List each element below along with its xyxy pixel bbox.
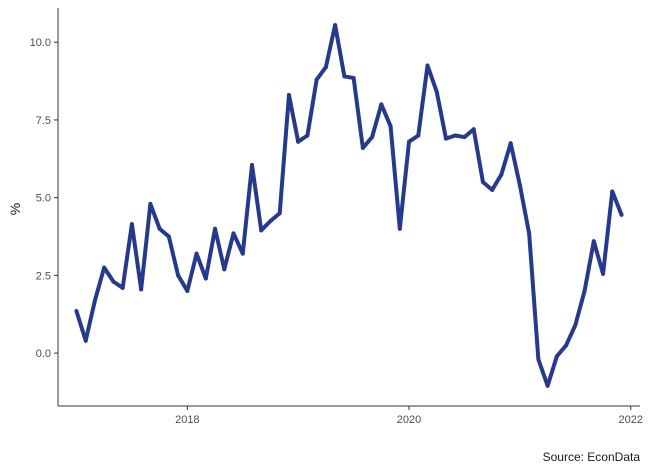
- y-axis-title: %: [7, 203, 23, 215]
- data-point: [517, 183, 522, 188]
- data-point: [102, 265, 107, 270]
- data-point: [222, 267, 227, 272]
- data-point: [259, 228, 264, 233]
- data-point: [444, 136, 448, 141]
- data-point: [554, 354, 559, 359]
- data-point: [527, 231, 532, 236]
- source-caption: Source: EconData: [543, 450, 641, 464]
- y-tick-label: 7.5: [36, 115, 51, 127]
- series-line: [74, 23, 624, 388]
- x-tick-label: 2018: [175, 414, 199, 426]
- data-point: [92, 298, 97, 303]
- data-point: [231, 231, 236, 236]
- data-point: [342, 74, 347, 79]
- data-point: [462, 135, 467, 140]
- data-point: [120, 285, 125, 290]
- data-point: [453, 133, 458, 138]
- data-point: [333, 23, 338, 28]
- data-point: [83, 338, 88, 343]
- x-tick-label: 2022: [619, 414, 643, 426]
- data-points: [74, 23, 624, 388]
- data-point: [360, 145, 365, 150]
- data-point: [471, 127, 476, 132]
- data-point: [277, 211, 282, 216]
- data-point: [573, 323, 578, 328]
- data-point: [305, 133, 310, 138]
- data-point: [314, 77, 319, 82]
- data-point: [490, 187, 495, 192]
- data-point: [296, 139, 301, 144]
- data-point: [582, 288, 587, 293]
- data-point: [268, 218, 273, 223]
- data-point: [591, 239, 596, 244]
- data-point: [610, 189, 615, 194]
- data-point: [545, 383, 550, 388]
- data-point: [619, 212, 624, 217]
- data-point: [370, 135, 375, 140]
- data-point: [250, 163, 254, 168]
- data-point: [111, 279, 116, 284]
- data-point: [508, 141, 513, 146]
- data-point: [323, 65, 328, 70]
- data-point: [425, 63, 430, 68]
- data-point: [203, 276, 208, 281]
- data-point: [564, 343, 569, 348]
- data-point: [379, 102, 384, 107]
- data-point: [416, 133, 421, 138]
- data-point: [194, 251, 199, 256]
- y-tick-label: 5.0: [36, 193, 51, 205]
- data-point: [536, 357, 541, 362]
- data-point: [286, 93, 291, 98]
- data-point: [407, 139, 412, 144]
- y-ticks: 0.0 2.5 5.0 7.5 10.0: [30, 37, 58, 360]
- data-point: [176, 273, 181, 278]
- data-point: [213, 226, 218, 231]
- y-tick-label: 2.5: [36, 270, 51, 282]
- data-point: [434, 89, 439, 94]
- data-point: [388, 124, 393, 129]
- data-point: [157, 226, 162, 231]
- data-point: [129, 222, 134, 227]
- data-point: [185, 288, 190, 293]
- data-point: [240, 251, 245, 256]
- data-point: [74, 309, 79, 314]
- axes: [57, 8, 640, 407]
- data-point: [601, 271, 606, 276]
- data-point: [480, 180, 485, 185]
- data-point: [397, 226, 402, 231]
- data-point: [351, 75, 356, 80]
- data-point: [139, 287, 144, 292]
- data-point: [148, 201, 153, 206]
- y-tick-label: 10.0: [30, 37, 51, 49]
- x-tick-label: 2020: [397, 414, 421, 426]
- data-point: [166, 234, 171, 239]
- x-ticks: 2018 2020 2022: [175, 406, 643, 426]
- y-tick-label: 0.0: [36, 348, 51, 360]
- data-point: [499, 172, 504, 177]
